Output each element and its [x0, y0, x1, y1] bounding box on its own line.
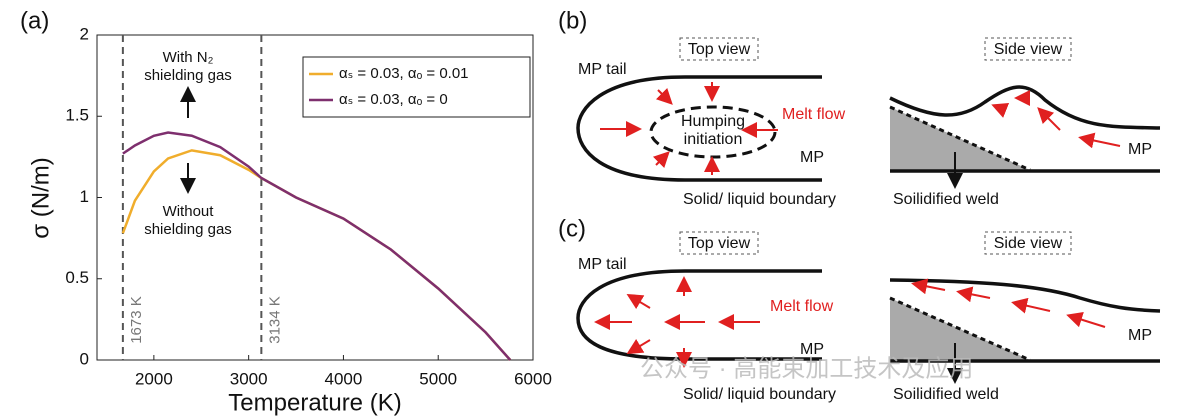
- panel-label: (a): [20, 7, 49, 34]
- arrow: [655, 87, 673, 105]
- view-title: Top view: [688, 235, 751, 252]
- arrow: [991, 103, 1010, 118]
- arrow: [652, 151, 670, 169]
- y-tick-label: 1: [80, 187, 89, 206]
- view-box: [679, 231, 759, 255]
- x-axis-label: Temperature (K): [228, 389, 401, 416]
- label: MP tail: [578, 61, 627, 78]
- watermark: 公众号 · 高能束加工技术及应用: [640, 355, 973, 382]
- label: Melt flow: [782, 106, 846, 123]
- arrow: [956, 286, 991, 303]
- reference-label: 3134 K: [266, 296, 283, 344]
- arrow: [1078, 132, 1121, 149]
- arrow: [626, 338, 651, 355]
- label: initiation: [684, 131, 743, 148]
- view-box: [984, 37, 1072, 61]
- label: MP: [800, 149, 824, 166]
- label: MP: [800, 341, 824, 358]
- surface-profile: [889, 278, 1161, 313]
- x-tick-label: 4000: [325, 369, 363, 388]
- panel-label: (c): [558, 215, 586, 242]
- chart: (a) Temperature (K) σ (N/m) 0 0.5 1 1.5 2 200…: [20, 7, 552, 416]
- view-box: [679, 37, 759, 61]
- surface-profile: [889, 85, 1161, 130]
- y-tick-label: 2: [80, 24, 89, 43]
- y-tick-label: 1.5: [65, 106, 89, 125]
- legend-label: αₛ = 0.03, αₒ = 0: [339, 91, 448, 108]
- view-title: Top view: [688, 41, 751, 58]
- melt-pool-outline: [576, 269, 822, 361]
- annotation: shielding gas: [144, 67, 232, 84]
- label: MP: [1128, 141, 1152, 158]
- legend-label: αₛ = 0.03, αₒ = 0.01: [339, 65, 469, 82]
- reference-label: 1673 K: [128, 296, 145, 344]
- panel-b: (b) Top view Side view MP tail Humping i…: [558, 7, 1161, 208]
- arrow: [1037, 107, 1061, 131]
- label: Soilidified weld: [893, 386, 999, 403]
- label: Solid/ liquid boundary: [683, 191, 836, 208]
- annotation: With N₂: [163, 49, 214, 66]
- label: Melt flow: [770, 298, 834, 315]
- label: Humping: [681, 113, 745, 130]
- annotation: shielding gas: [144, 221, 232, 238]
- label: MP tail: [578, 256, 627, 273]
- series-line: [122, 131, 512, 361]
- view-box: [984, 231, 1072, 255]
- arrow: [911, 278, 946, 295]
- annotation: Without: [163, 203, 215, 220]
- y-tick-label: 0.5: [65, 268, 89, 287]
- view-title: Side view: [994, 235, 1063, 252]
- legend-box: [302, 56, 531, 118]
- boundary: [889, 296, 1031, 362]
- series-line: [121, 149, 512, 361]
- x-tick-label: 2000: [135, 369, 173, 388]
- panel-c: (c) Top view Side view MP tail Melt flow…: [558, 215, 1161, 403]
- arrow: [626, 293, 651, 310]
- label: MP: [1128, 327, 1152, 344]
- label: Soilidified weld: [893, 191, 999, 208]
- arrow: [1011, 297, 1051, 314]
- arrow: [1066, 311, 1106, 328]
- x-tick-label: 6000: [514, 369, 552, 388]
- y-tick-label: 0: [80, 349, 89, 368]
- label: Solid/ liquid boundary: [683, 386, 836, 403]
- x-tick-label: 3000: [230, 369, 268, 388]
- view-title: Side view: [994, 41, 1063, 58]
- y-axis-label: σ (N/m): [27, 157, 54, 238]
- boundary: [889, 105, 1031, 172]
- melt-pool-outline: [576, 75, 822, 182]
- x-tick-label: 5000: [419, 369, 457, 388]
- panel-label: (b): [558, 7, 587, 34]
